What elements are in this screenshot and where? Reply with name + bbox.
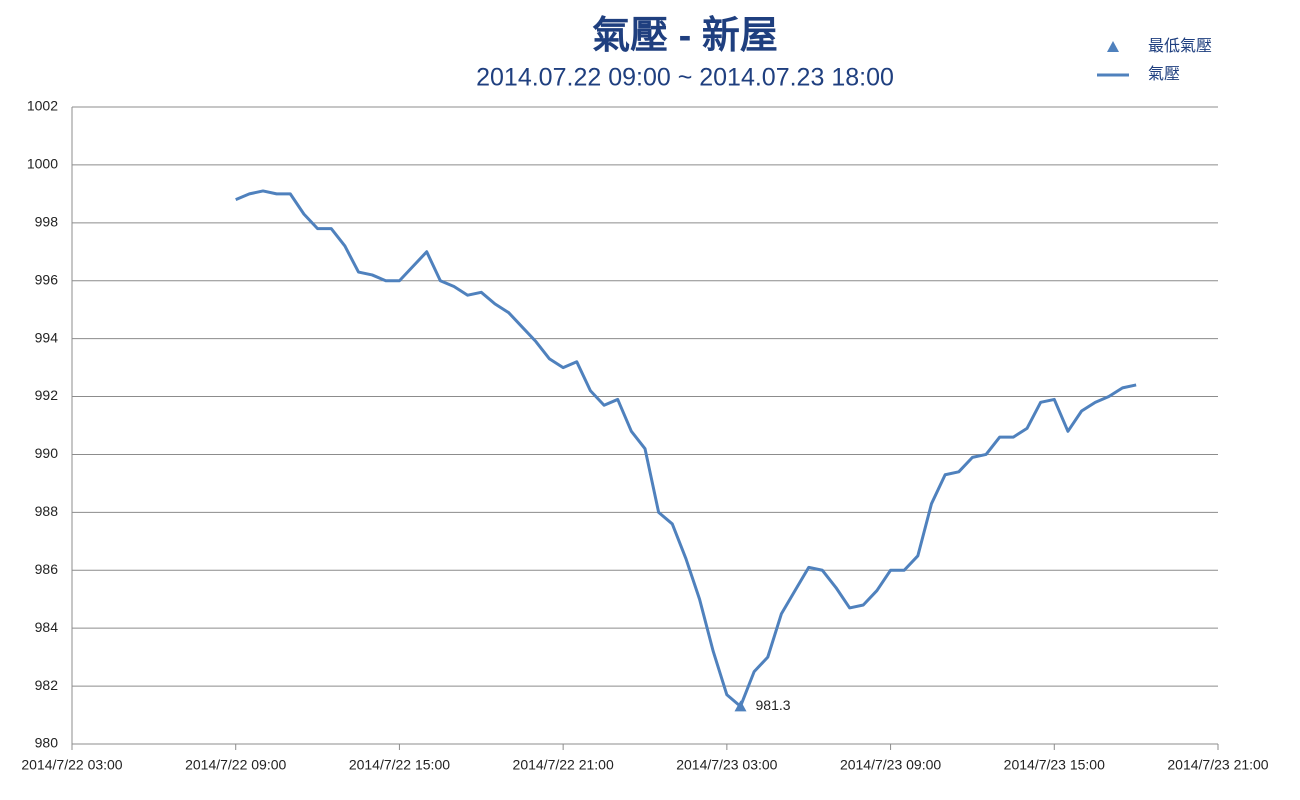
legend-label: 氣壓 xyxy=(1148,65,1180,83)
x-tick-label: 2014/7/22 03:00 xyxy=(21,757,122,773)
y-tick-label: 982 xyxy=(35,677,59,693)
legend-marker xyxy=(1107,41,1119,52)
x-tick-label: 2014/7/22 09:00 xyxy=(185,757,286,773)
y-tick-label: 996 xyxy=(35,271,59,287)
x-tick-label: 2014/7/23 21:00 xyxy=(1167,757,1268,773)
chart-title: 氣壓 - 新屋 xyxy=(592,15,778,57)
y-tick-label: 1000 xyxy=(27,156,58,172)
y-tick-label: 998 xyxy=(35,214,59,230)
x-tick-label: 2014/7/23 09:00 xyxy=(840,757,941,773)
y-tick-label: 984 xyxy=(35,619,59,635)
y-tick-label: 992 xyxy=(35,387,59,403)
x-tick-label: 2014/7/22 15:00 xyxy=(349,757,450,773)
chart-subtitle: 2014.07.22 09:00 ~ 2014.07.23 18:00 xyxy=(476,64,894,92)
data-label: 981.3 xyxy=(756,697,791,713)
x-tick-label: 2014/7/22 21:00 xyxy=(513,757,614,773)
pressure-line xyxy=(235,189,1137,708)
y-tick-label: 990 xyxy=(35,445,59,461)
y-tick-label: 1002 xyxy=(27,98,58,114)
legend-label: 最低氣壓 xyxy=(1148,37,1212,55)
x-tick-label: 2014/7/23 03:00 xyxy=(676,757,777,773)
y-tick-label: 986 xyxy=(35,561,59,577)
y-tick-label: 988 xyxy=(35,503,59,519)
y-tick-label: 980 xyxy=(35,735,59,751)
x-tick-label: 2014/7/23 15:00 xyxy=(1004,757,1105,773)
y-tick-label: 994 xyxy=(35,329,59,345)
